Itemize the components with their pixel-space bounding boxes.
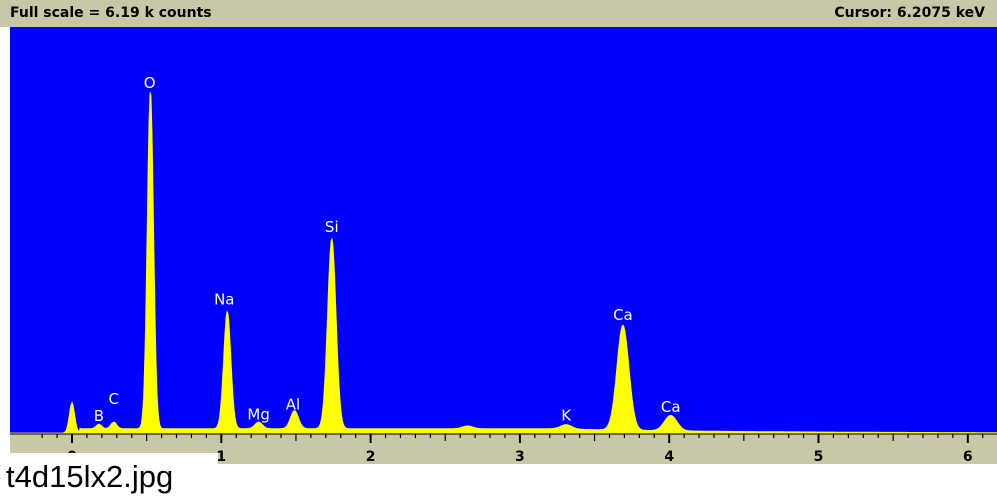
x-tick-label-6: 6 bbox=[963, 449, 973, 465]
peak-si-7 bbox=[330, 241, 333, 244]
peak-unlabeled-8 bbox=[466, 429, 469, 432]
peak-label-na-3: Na bbox=[214, 290, 234, 308]
peak-label-o-2: O bbox=[144, 74, 156, 92]
peak-o-3 bbox=[149, 92, 152, 94]
cursor-readout: Cursor: 6.2075 keV bbox=[834, 5, 985, 21]
peak-label-c-1: C bbox=[109, 390, 119, 408]
peak-al-6 bbox=[293, 414, 296, 416]
peak-label-si-6: Si bbox=[325, 218, 339, 236]
peak-label-ca-8: Ca bbox=[613, 306, 633, 324]
peak-na-4 bbox=[226, 314, 229, 317]
x-tick-label-1: 1 bbox=[216, 449, 226, 465]
peak-mg-5 bbox=[257, 425, 260, 428]
peak-label-mg-4: Mg bbox=[247, 405, 269, 423]
peak-ca-10 bbox=[622, 327, 624, 329]
spectrum-plot-area[interactable] bbox=[10, 27, 997, 433]
status-bar: Full scale = 6.19 k counts Cursor: 6.207… bbox=[0, 0, 997, 27]
x-tick-label-4: 4 bbox=[664, 449, 674, 465]
peak-c-2 bbox=[113, 425, 115, 428]
x-tick-label-3: 3 bbox=[515, 449, 525, 465]
full-scale-readout: Full scale = 6.19 k counts bbox=[10, 5, 212, 21]
file-caption: t4d15lx2.jpg bbox=[0, 453, 218, 501]
spectrum-area bbox=[10, 92, 997, 434]
peak-label-al-5: Al bbox=[286, 395, 300, 413]
peak-label-b-0: B bbox=[94, 407, 104, 425]
x-tick-label-2: 2 bbox=[366, 449, 376, 465]
peak-ca-11 bbox=[669, 416, 672, 419]
peak-k-9 bbox=[565, 427, 567, 430]
peak-label-ca-9: Ca bbox=[661, 398, 681, 416]
peak-unlabeled-0 bbox=[71, 401, 73, 404]
peak-b-1 bbox=[98, 427, 100, 430]
peak-label-k-7: K bbox=[561, 406, 572, 424]
x-tick-label-5: 5 bbox=[814, 449, 824, 465]
